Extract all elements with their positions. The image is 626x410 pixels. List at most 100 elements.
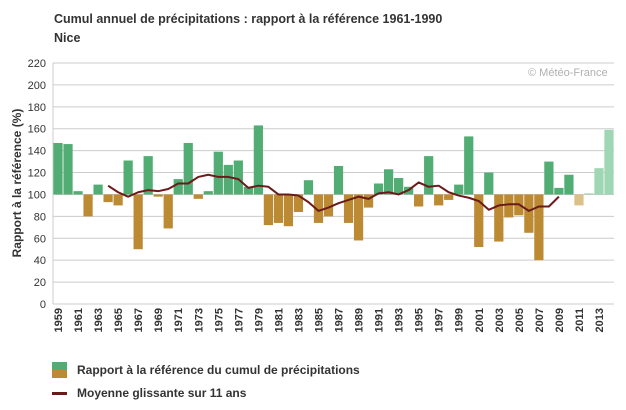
x-tick-label: 2013 bbox=[594, 308, 606, 332]
legend-line-label: Moyenne glissante sur 11 ans bbox=[77, 386, 247, 400]
x-tick-label: 2003 bbox=[494, 308, 506, 332]
x-tick-label: 1979 bbox=[253, 308, 265, 332]
bar-1983 bbox=[293, 194, 304, 212]
legend-bar-swatch bbox=[52, 362, 67, 378]
bars bbox=[53, 125, 614, 261]
grid-lines bbox=[52, 62, 614, 305]
y-axis-ticks: 0 20 40 60 80 100 120 140 160 180 200 220 bbox=[28, 58, 46, 311]
x-tick-label: 1981 bbox=[273, 308, 285, 332]
legend: Rapport à la référence du cumul de préci… bbox=[52, 362, 360, 408]
bar-1972 bbox=[183, 142, 193, 195]
x-tick-label: 1965 bbox=[113, 308, 125, 332]
bar-1964 bbox=[103, 194, 113, 203]
bar-1995 bbox=[414, 194, 424, 207]
y-tick-label: 60 bbox=[34, 233, 46, 245]
bar-2011 bbox=[574, 194, 584, 206]
bar-1966 bbox=[123, 160, 133, 195]
bar-1988 bbox=[343, 194, 354, 223]
y-tick-label: 160 bbox=[28, 124, 46, 136]
bar-1977 bbox=[233, 160, 243, 195]
bar-2007 bbox=[534, 194, 544, 261]
bar-1984 bbox=[303, 180, 314, 195]
x-tick-label: 1959 bbox=[53, 308, 65, 332]
y-tick-label: 140 bbox=[28, 146, 46, 158]
bar-2004 bbox=[504, 194, 514, 218]
bar-2006 bbox=[524, 194, 534, 233]
legend-bars-label: Rapport à la référence du cumul de préci… bbox=[77, 363, 360, 377]
bar-1968 bbox=[143, 156, 153, 195]
bar-1992 bbox=[383, 169, 394, 195]
bar-1997 bbox=[434, 194, 444, 206]
x-tick-label: 1987 bbox=[334, 308, 346, 332]
x-tick-label: 1975 bbox=[213, 308, 225, 332]
bar-2002 bbox=[484, 172, 494, 195]
bar-1967 bbox=[133, 194, 143, 250]
bar-1993 bbox=[394, 178, 404, 195]
legend-item-line: Moyenne glissante sur 11 ans bbox=[52, 386, 360, 400]
x-axis-ticks: 1959 1961 1963 1965 1967 1969 1971 1973 1975 1977… bbox=[53, 308, 606, 332]
bar-2010 bbox=[564, 174, 574, 195]
bar-1969 bbox=[153, 194, 163, 197]
y-tick-label: 200 bbox=[28, 80, 46, 92]
bar-1960 bbox=[63, 144, 73, 195]
bar-1976 bbox=[223, 164, 233, 195]
bar-1978 bbox=[243, 186, 253, 195]
y-tick-label: 80 bbox=[34, 211, 46, 223]
bar-1971 bbox=[173, 179, 183, 195]
x-tick-label: 2007 bbox=[534, 308, 546, 332]
x-tick-label: 1963 bbox=[93, 308, 105, 332]
bar-1962 bbox=[83, 194, 93, 217]
bar-2003 bbox=[494, 194, 504, 242]
x-tick-label: 1991 bbox=[374, 308, 386, 332]
y-tick-label: 120 bbox=[28, 168, 46, 180]
moving-average-line bbox=[107, 173, 560, 212]
x-tick-label: 2011 bbox=[574, 308, 586, 332]
bar-1965 bbox=[113, 194, 123, 206]
bar-1987 bbox=[333, 165, 344, 195]
bar-1990 bbox=[363, 194, 374, 208]
x-tick-label: 1997 bbox=[434, 308, 446, 332]
bar-1980 bbox=[263, 194, 273, 226]
chart-subtitle: Nice bbox=[54, 31, 81, 45]
x-tick-label: 1967 bbox=[133, 308, 145, 332]
bar-2000 bbox=[464, 136, 474, 195]
bar-1982 bbox=[283, 194, 294, 227]
x-tick-label: 2001 bbox=[474, 308, 486, 332]
x-tick-label: 1977 bbox=[233, 308, 245, 332]
bar-2001 bbox=[474, 194, 484, 248]
x-tick-label: 2009 bbox=[554, 308, 566, 332]
x-tick-label: 1969 bbox=[153, 308, 165, 332]
y-tick-label: 220 bbox=[28, 58, 46, 70]
bar-2008 bbox=[544, 161, 554, 195]
y-tick-label: 20 bbox=[34, 277, 46, 289]
bar-1986 bbox=[323, 194, 334, 217]
x-tick-label: 1983 bbox=[293, 308, 305, 332]
bar-1975 bbox=[213, 151, 223, 195]
bar-1973 bbox=[193, 194, 203, 199]
copyright-label: © Météo-France bbox=[528, 67, 608, 79]
bar-1981 bbox=[273, 194, 284, 223]
legend-line-swatch bbox=[52, 391, 67, 395]
bar-2013 bbox=[594, 168, 604, 195]
x-tick-label: 1961 bbox=[73, 308, 85, 332]
chart-title: Cumul annuel de précipitations : rapport… bbox=[54, 12, 443, 26]
y-axis-label: Rapport à la référence (%) bbox=[10, 109, 24, 258]
x-tick-label: 1989 bbox=[354, 308, 366, 332]
bar-1974 bbox=[203, 191, 213, 195]
bar-1999 bbox=[454, 184, 464, 195]
y-tick-label: 180 bbox=[28, 102, 46, 114]
legend-item-bars: Rapport à la référence du cumul de préci… bbox=[52, 362, 360, 378]
bar-1998 bbox=[444, 194, 454, 200]
x-tick-label: 1971 bbox=[173, 308, 185, 332]
bar-1959 bbox=[53, 142, 63, 195]
bar-1963 bbox=[93, 184, 103, 195]
x-tick-label: 1985 bbox=[313, 308, 325, 332]
x-tick-label: 1973 bbox=[193, 308, 205, 332]
bar-2009 bbox=[554, 187, 564, 195]
bar-1979 bbox=[253, 125, 263, 195]
x-tick-label: 2005 bbox=[514, 308, 526, 332]
bar-1961 bbox=[73, 191, 83, 195]
bar-1996 bbox=[424, 156, 434, 195]
y-tick-label: 40 bbox=[34, 255, 46, 267]
